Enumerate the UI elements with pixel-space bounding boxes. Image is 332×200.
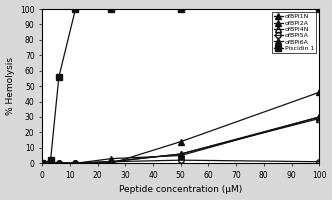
ofBPI1N bbox=[179, 140, 183, 143]
ofBPI4N bbox=[73, 162, 77, 164]
ofBPI4N bbox=[317, 117, 321, 120]
Piscidin 1 bbox=[40, 162, 44, 164]
ofBPI5A bbox=[40, 162, 44, 164]
Piscidin 1 bbox=[110, 8, 114, 10]
Line: ofBPI4N: ofBPI4N bbox=[40, 116, 322, 166]
Line: ofBPI6A: ofBPI6A bbox=[40, 114, 322, 166]
ofBPI1N bbox=[73, 162, 77, 164]
ofBPI1N bbox=[57, 162, 61, 164]
ofBPI4N bbox=[57, 162, 61, 164]
ofBPI4N bbox=[48, 162, 52, 164]
ofBPI2A bbox=[317, 116, 321, 118]
ofBPI1N bbox=[40, 162, 44, 164]
Legend: ofBPI1N, ofBPI2A, ofBPI4N, ofBPI5A, ofBPI6A, Piscidin 1: ofBPI1N, ofBPI2A, ofBPI4N, ofBPI5A, ofBP… bbox=[272, 12, 316, 53]
ofBPI5A bbox=[317, 161, 321, 163]
Line: ofBPI2A: ofBPI2A bbox=[40, 114, 322, 166]
ofBPI2A bbox=[40, 162, 44, 164]
ofBPI2A bbox=[57, 162, 61, 164]
ofBPI5A bbox=[48, 162, 52, 164]
ofBPI4N bbox=[179, 153, 183, 155]
ofBPI6A bbox=[179, 154, 183, 157]
ofBPI2A bbox=[48, 162, 52, 164]
Y-axis label: % Hemolysis: % Hemolysis bbox=[6, 57, 15, 115]
ofBPI1N bbox=[48, 162, 52, 164]
ofBPI6A bbox=[48, 162, 52, 164]
Piscidin 1 bbox=[57, 76, 61, 78]
ofBPI2A bbox=[179, 153, 183, 155]
Line: Piscidin 1: Piscidin 1 bbox=[40, 6, 322, 166]
ofBPI4N bbox=[40, 162, 44, 164]
Line: ofBPI5A: ofBPI5A bbox=[40, 157, 322, 166]
Piscidin 1 bbox=[48, 159, 52, 161]
ofBPI6A bbox=[317, 116, 321, 118]
ofBPI6A bbox=[110, 157, 114, 160]
ofBPI2A bbox=[110, 161, 114, 163]
Piscidin 1 bbox=[179, 8, 183, 10]
ofBPI5A bbox=[73, 162, 77, 164]
ofBPI1N bbox=[110, 162, 114, 164]
X-axis label: Peptide concentration (μM): Peptide concentration (μM) bbox=[119, 185, 242, 194]
ofBPI5A bbox=[179, 159, 183, 161]
ofBPI6A bbox=[40, 162, 44, 164]
ofBPI6A bbox=[73, 162, 77, 164]
Line: ofBPI1N: ofBPI1N bbox=[40, 90, 322, 166]
ofBPI2A bbox=[73, 162, 77, 164]
ofBPI4N bbox=[110, 161, 114, 163]
ofBPI6A bbox=[57, 162, 61, 164]
ofBPI5A bbox=[110, 161, 114, 163]
ofBPI5A bbox=[57, 162, 61, 164]
Piscidin 1 bbox=[73, 8, 77, 10]
Piscidin 1 bbox=[317, 8, 321, 10]
ofBPI1N bbox=[317, 91, 321, 94]
